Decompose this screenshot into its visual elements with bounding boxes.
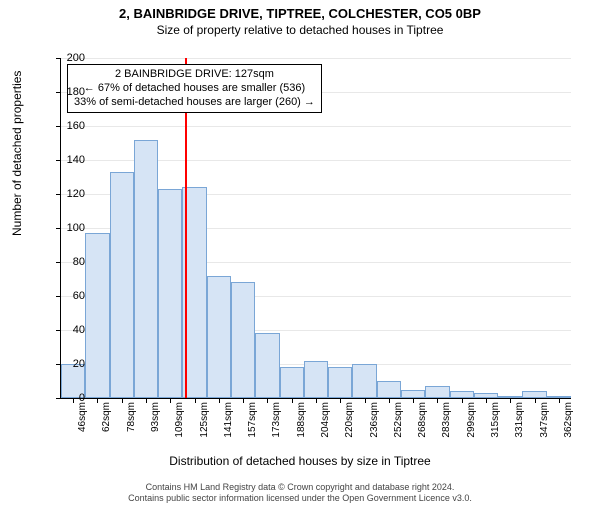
xtick-mark bbox=[122, 398, 123, 403]
xtick-label: 78sqm bbox=[126, 402, 137, 432]
xtick-mark bbox=[486, 398, 487, 403]
xtick-mark bbox=[559, 398, 560, 403]
xtick-label: 157sqm bbox=[247, 402, 258, 438]
histogram-bar bbox=[207, 276, 231, 398]
gridline bbox=[61, 126, 571, 127]
xtick-mark bbox=[195, 398, 196, 403]
xtick-mark bbox=[243, 398, 244, 403]
xtick-label: 283sqm bbox=[441, 402, 452, 438]
xtick-mark bbox=[97, 398, 98, 403]
xtick-label: 204sqm bbox=[320, 402, 331, 438]
ytick-label: 200 bbox=[45, 52, 85, 64]
y-axis-label: Number of detached properties bbox=[10, 71, 24, 236]
chart-area: 46sqm62sqm78sqm93sqm109sqm125sqm141sqm15… bbox=[60, 58, 570, 428]
chart-subtitle: Size of property relative to detached ho… bbox=[0, 23, 600, 37]
footer-line-2: Contains public sector information licen… bbox=[0, 493, 600, 504]
annotation-box: 2 BAINBRIDGE DRIVE: 127sqm← 67% of detac… bbox=[67, 64, 322, 113]
xtick-mark bbox=[292, 398, 293, 403]
histogram-bar bbox=[450, 391, 474, 398]
histogram-bar bbox=[425, 386, 449, 398]
xtick-mark bbox=[146, 398, 147, 403]
xtick-label: 173sqm bbox=[271, 402, 282, 438]
xtick-label: 62sqm bbox=[101, 402, 112, 432]
xtick-label: 347sqm bbox=[539, 402, 550, 438]
xtick-mark bbox=[535, 398, 536, 403]
xtick-mark bbox=[437, 398, 438, 403]
xtick-mark bbox=[219, 398, 220, 403]
gridline bbox=[61, 58, 571, 59]
ytick-label: 60 bbox=[45, 290, 85, 302]
histogram-bar bbox=[231, 282, 255, 398]
histogram-bar bbox=[110, 172, 134, 398]
ytick-label: 100 bbox=[45, 222, 85, 234]
xtick-mark bbox=[413, 398, 414, 403]
xtick-label: 331sqm bbox=[514, 402, 525, 438]
histogram-bar bbox=[85, 233, 109, 398]
histogram-bar bbox=[280, 367, 304, 398]
xtick-mark bbox=[462, 398, 463, 403]
chart-title: 2, BAINBRIDGE DRIVE, TIPTREE, COLCHESTER… bbox=[0, 6, 600, 21]
histogram-bar bbox=[134, 140, 158, 398]
ytick-label: 40 bbox=[45, 324, 85, 336]
ytick-label: 140 bbox=[45, 154, 85, 166]
xtick-label: 46sqm bbox=[77, 402, 88, 432]
xtick-mark bbox=[389, 398, 390, 403]
histogram-bar bbox=[401, 390, 425, 399]
plot-region: 46sqm62sqm78sqm93sqm109sqm125sqm141sqm15… bbox=[60, 58, 571, 399]
ytick-label: 120 bbox=[45, 188, 85, 200]
xtick-label: 188sqm bbox=[296, 402, 307, 438]
xtick-label: 252sqm bbox=[393, 402, 404, 438]
xtick-label: 141sqm bbox=[223, 402, 234, 438]
xtick-label: 125sqm bbox=[199, 402, 210, 438]
ytick-label: 180 bbox=[45, 86, 85, 98]
x-axis-label: Distribution of detached houses by size … bbox=[0, 454, 600, 468]
footer-line-1: Contains HM Land Registry data © Crown c… bbox=[0, 482, 600, 493]
xtick-mark bbox=[340, 398, 341, 403]
histogram-bar bbox=[522, 391, 546, 398]
xtick-label: 220sqm bbox=[344, 402, 355, 438]
xtick-label: 236sqm bbox=[369, 402, 380, 438]
xtick-label: 362sqm bbox=[563, 402, 574, 438]
histogram-bar bbox=[377, 381, 401, 398]
annotation-line: 33% of semi-detached houses are larger (… bbox=[74, 96, 315, 110]
histogram-bar bbox=[304, 361, 328, 398]
xtick-mark bbox=[365, 398, 366, 403]
ytick-label: 0 bbox=[45, 392, 85, 404]
ytick-label: 80 bbox=[45, 256, 85, 268]
xtick-label: 93sqm bbox=[150, 402, 161, 432]
xtick-mark bbox=[316, 398, 317, 403]
annotation-line: ← 67% of detached houses are smaller (53… bbox=[74, 82, 315, 96]
ytick-label: 20 bbox=[45, 358, 85, 370]
xtick-label: 299sqm bbox=[466, 402, 477, 438]
ytick-label: 160 bbox=[45, 120, 85, 132]
xtick-label: 268sqm bbox=[417, 402, 428, 438]
xtick-label: 315sqm bbox=[490, 402, 501, 438]
histogram-bar bbox=[255, 333, 279, 398]
xtick-mark bbox=[170, 398, 171, 403]
xtick-mark bbox=[510, 398, 511, 403]
annotation-line: 2 BAINBRIDGE DRIVE: 127sqm bbox=[74, 68, 315, 82]
footer-attribution: Contains HM Land Registry data © Crown c… bbox=[0, 482, 600, 504]
histogram-bar bbox=[158, 189, 182, 398]
histogram-bar bbox=[328, 367, 352, 398]
xtick-label: 109sqm bbox=[174, 402, 185, 438]
xtick-mark bbox=[267, 398, 268, 403]
histogram-bar bbox=[352, 364, 376, 398]
